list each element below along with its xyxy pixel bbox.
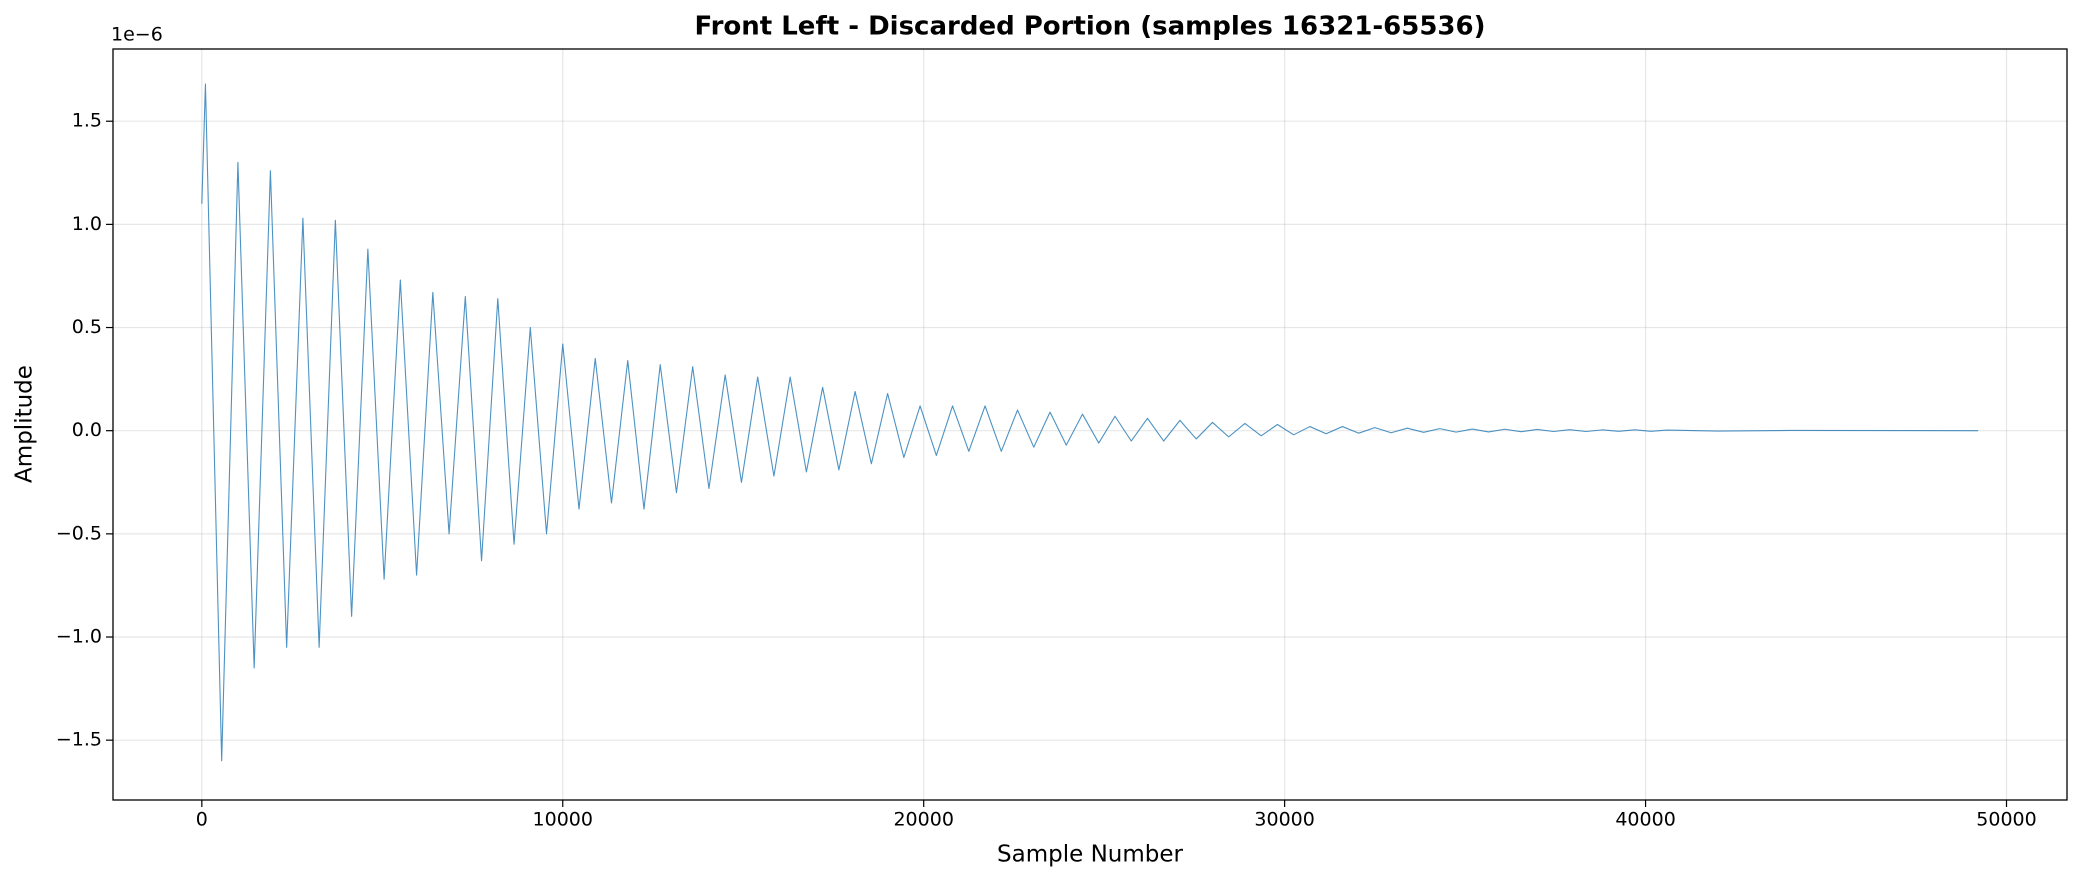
- x-tick-label: 30000: [1254, 809, 1314, 831]
- y-tick-label: 0.0: [72, 419, 102, 441]
- y-offset-label: 1e−6: [111, 24, 163, 46]
- x-axis-label: Sample Number: [997, 842, 1183, 868]
- axes-frame: [112, 48, 2068, 801]
- x-tick-label: 0: [196, 809, 208, 831]
- y-tick-label: 1.0: [72, 213, 102, 235]
- y-tick-label: 0.5: [72, 316, 102, 338]
- x-tick-label: 50000: [1976, 809, 2036, 831]
- plot-area: [201, 83, 1979, 762]
- x-tick-label: 10000: [533, 809, 593, 831]
- y-tick-label: −1.0: [56, 626, 102, 648]
- x-tick-label: 20000: [893, 809, 953, 831]
- y-tick-label: −0.5: [56, 522, 102, 544]
- ticks: 0 10000 20000 30000 40000 50000 −1.5 −1.0 −0.5 0.…: [56, 110, 2037, 831]
- y-tick-label: −1.5: [56, 729, 102, 751]
- signal-line: [201, 83, 1979, 762]
- chart-title: Front Left - Discarded Portion (samples …: [694, 12, 1485, 42]
- y-axis-label: Amplitude: [12, 365, 38, 483]
- x-tick-label: 40000: [1615, 809, 1675, 831]
- y-tick-label: 1.5: [72, 110, 102, 132]
